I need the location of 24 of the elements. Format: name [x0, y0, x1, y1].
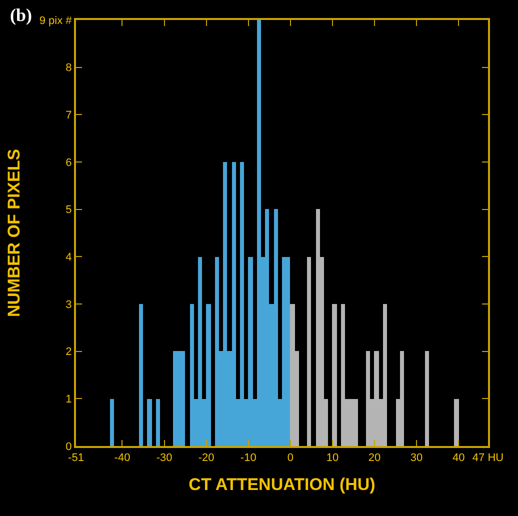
x-axis-title: CT ATTENUATION (HU) — [188, 475, 376, 494]
y-tick-label: 1 — [66, 394, 72, 406]
x-tick-label: 0 — [287, 452, 294, 464]
y-tick-label: 5 — [66, 204, 72, 216]
x-tick-label: -40 — [114, 452, 130, 464]
y-tick-label: 9 pix # — [39, 14, 73, 27]
x-tick-label: 20 — [368, 452, 381, 464]
x-tick-label: -30 — [156, 452, 172, 464]
y-tick-label: 8 — [66, 62, 72, 74]
x-tick-label: 30 — [410, 452, 423, 464]
x-tick-label: -20 — [198, 452, 214, 464]
x-tick-label: 40 — [452, 452, 465, 464]
y-tick-label: 2 — [66, 346, 72, 358]
y-axis-title: NUMBER OF PIXELS — [4, 148, 24, 318]
y-tick-label: 4 — [66, 252, 72, 264]
y-tick-label: 3 — [66, 298, 72, 311]
y-tick-label: 7 — [66, 110, 72, 122]
x-tick-label: 47 HU — [472, 452, 504, 464]
y-tick-label: 0 — [66, 440, 72, 453]
x-tick-label: 10 — [326, 452, 339, 464]
y-tick-label: 6 — [66, 156, 72, 169]
text: (b) — [10, 5, 32, 25]
x-tick-label: -10 — [240, 452, 256, 464]
x-tick-label: -51 — [68, 452, 84, 464]
